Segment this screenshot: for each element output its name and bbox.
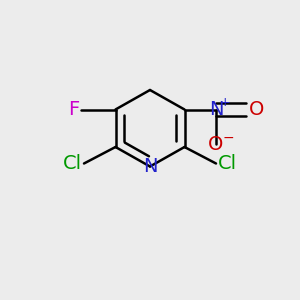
Text: −: − [223,130,234,144]
Text: O: O [208,134,224,154]
Text: F: F [68,100,80,119]
Text: N: N [209,100,223,119]
Text: O: O [248,100,264,119]
Text: N: N [143,157,157,176]
Text: Cl: Cl [218,154,237,173]
Text: +: + [220,95,230,109]
Text: Cl: Cl [63,154,82,173]
